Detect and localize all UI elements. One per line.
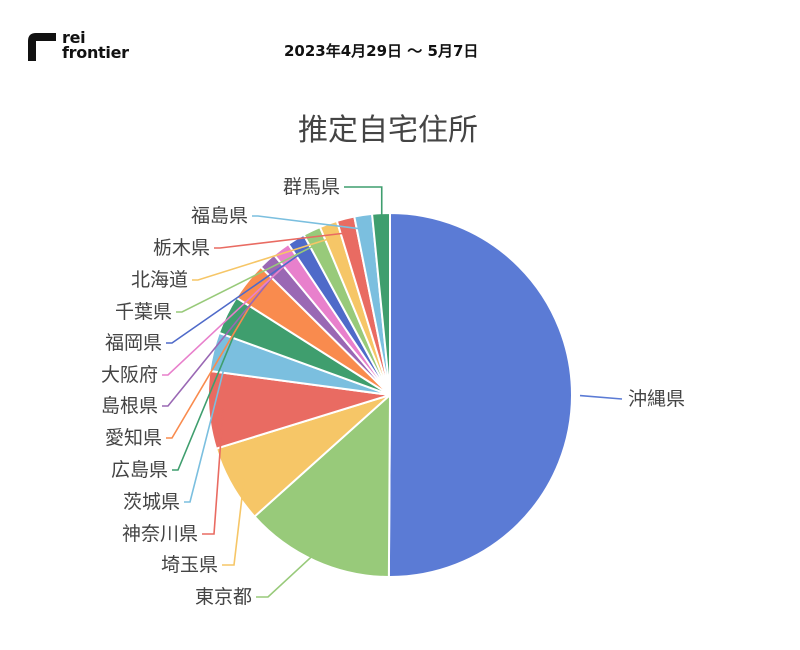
leader-line-14 [252, 215, 366, 231]
leader-line-6 [172, 320, 241, 471]
slice-label-11: 千葉県 [115, 301, 172, 323]
slice-label-6: 広島県 [111, 459, 168, 481]
leader-line-5 [184, 354, 229, 503]
leader-line-2 [256, 547, 322, 598]
leader-line-7 [166, 290, 260, 439]
slice-label-14: 福島県 [191, 205, 248, 227]
leader-lines [162, 186, 623, 598]
slice-label-5: 茨城県 [123, 491, 180, 513]
slice-label-10: 福岡県 [105, 332, 162, 354]
leader-line-9 [162, 260, 291, 376]
slice-label-15: 群馬県 [283, 176, 340, 198]
leader-line-11 [176, 243, 319, 313]
slice-label-13: 栃木県 [153, 237, 210, 259]
leader-line-3 [222, 477, 246, 566]
slice-label-7: 愛知県 [105, 427, 162, 449]
slice-label-9: 大阪府 [101, 364, 158, 386]
leader-line-10 [166, 251, 304, 344]
slice-label-1: 沖縄県 [628, 388, 685, 410]
leader-line-15 [344, 186, 383, 228]
leader-line-1 [579, 394, 623, 400]
leader-line-13 [214, 231, 350, 249]
chart-title: 推定自宅住所 [298, 113, 478, 148]
slice-label-8: 島根県 [101, 395, 158, 417]
pie-slice-1 [387, 211, 573, 578]
logo-text-line2: frontier [62, 43, 129, 62]
logo-text-line1: rei [62, 28, 86, 47]
slice-label-2: 東京都 [195, 586, 252, 608]
brand-logo: rei frontier [22, 30, 152, 70]
pie-slices [207, 211, 573, 579]
leader-line-8 [162, 270, 278, 407]
leader-line-4 [202, 408, 224, 535]
slice-label-3: 埼玉県 [161, 554, 218, 576]
slice-label-12: 北海道 [131, 269, 188, 291]
leader-line-12 [192, 236, 334, 281]
date-range: 2023年4月29日 〜 5月7日 [284, 42, 479, 60]
slice-label-4: 神奈川県 [122, 523, 198, 545]
pie-slice-2 [253, 392, 392, 579]
logo-mark-icon [28, 33, 56, 61]
